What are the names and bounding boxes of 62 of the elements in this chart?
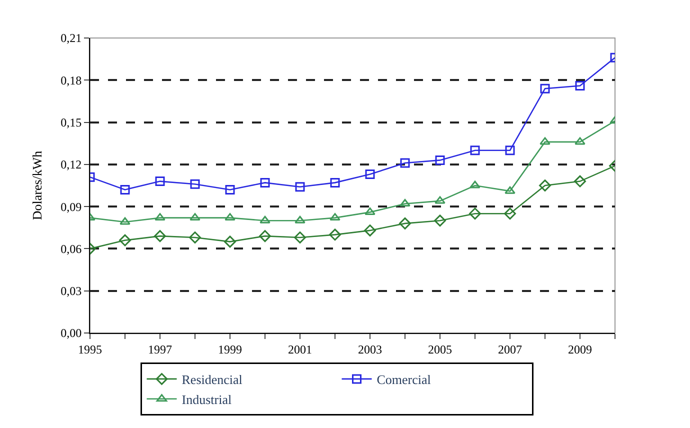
point [259, 230, 271, 242]
y-axis-title: Dolares/kWh [30, 150, 45, 220]
legend-label: Industrial [182, 392, 232, 407]
point [295, 182, 305, 192]
y-tick-label: 0,18 [60, 73, 82, 88]
point [330, 178, 340, 188]
point [400, 158, 410, 168]
point [120, 217, 130, 225]
x-tick-label: 1995 [78, 342, 102, 356]
y-tick-label: 0,09 [60, 200, 82, 214]
y-tick-label: 0,21 [60, 31, 82, 46]
point [154, 230, 166, 242]
point [294, 216, 306, 224]
point [400, 199, 410, 207]
y-tick-label: 0,06 [60, 242, 82, 256]
point [469, 208, 481, 220]
point [399, 217, 411, 230]
point [504, 208, 516, 220]
point [260, 178, 270, 188]
x-tick-label: 2009 [568, 342, 592, 356]
x-tick-label: 2007 [498, 342, 522, 356]
point [435, 155, 445, 165]
x-tick-label: 2005 [428, 342, 452, 356]
point [364, 224, 376, 236]
legend-label: Comercial [376, 372, 432, 388]
point [155, 176, 165, 186]
point [575, 81, 585, 91]
point [154, 213, 166, 221]
point [540, 84, 550, 94]
y-tick-label: 0,15 [60, 115, 82, 130]
point [434, 214, 446, 227]
x-tick-label: 1997 [148, 342, 172, 356]
point [470, 180, 480, 188]
y-tick-label: 0,12 [60, 158, 82, 172]
point [470, 146, 480, 156]
legend-label: Residencial [182, 372, 243, 388]
point [574, 137, 586, 145]
point [260, 216, 270, 224]
point [505, 146, 515, 156]
point [364, 207, 376, 215]
point [329, 228, 341, 241]
point [574, 175, 586, 188]
point [120, 184, 130, 194]
y-tick-label: 0,03 [60, 284, 82, 298]
point [190, 179, 200, 189]
point [294, 232, 306, 244]
y-tick-label: 0,00 [60, 326, 82, 340]
x-tick-label: 2003 [358, 342, 382, 356]
point [190, 213, 200, 221]
point [434, 196, 446, 204]
point [539, 180, 551, 192]
point [224, 213, 236, 221]
point [224, 236, 236, 248]
point [119, 234, 131, 246]
x-tick-label: 2001 [288, 342, 312, 356]
point [540, 137, 550, 145]
point [365, 170, 375, 180]
point [504, 186, 516, 194]
point [330, 213, 340, 221]
x-tick-label: 1999 [218, 342, 242, 356]
point [225, 184, 235, 194]
point [189, 232, 201, 244]
